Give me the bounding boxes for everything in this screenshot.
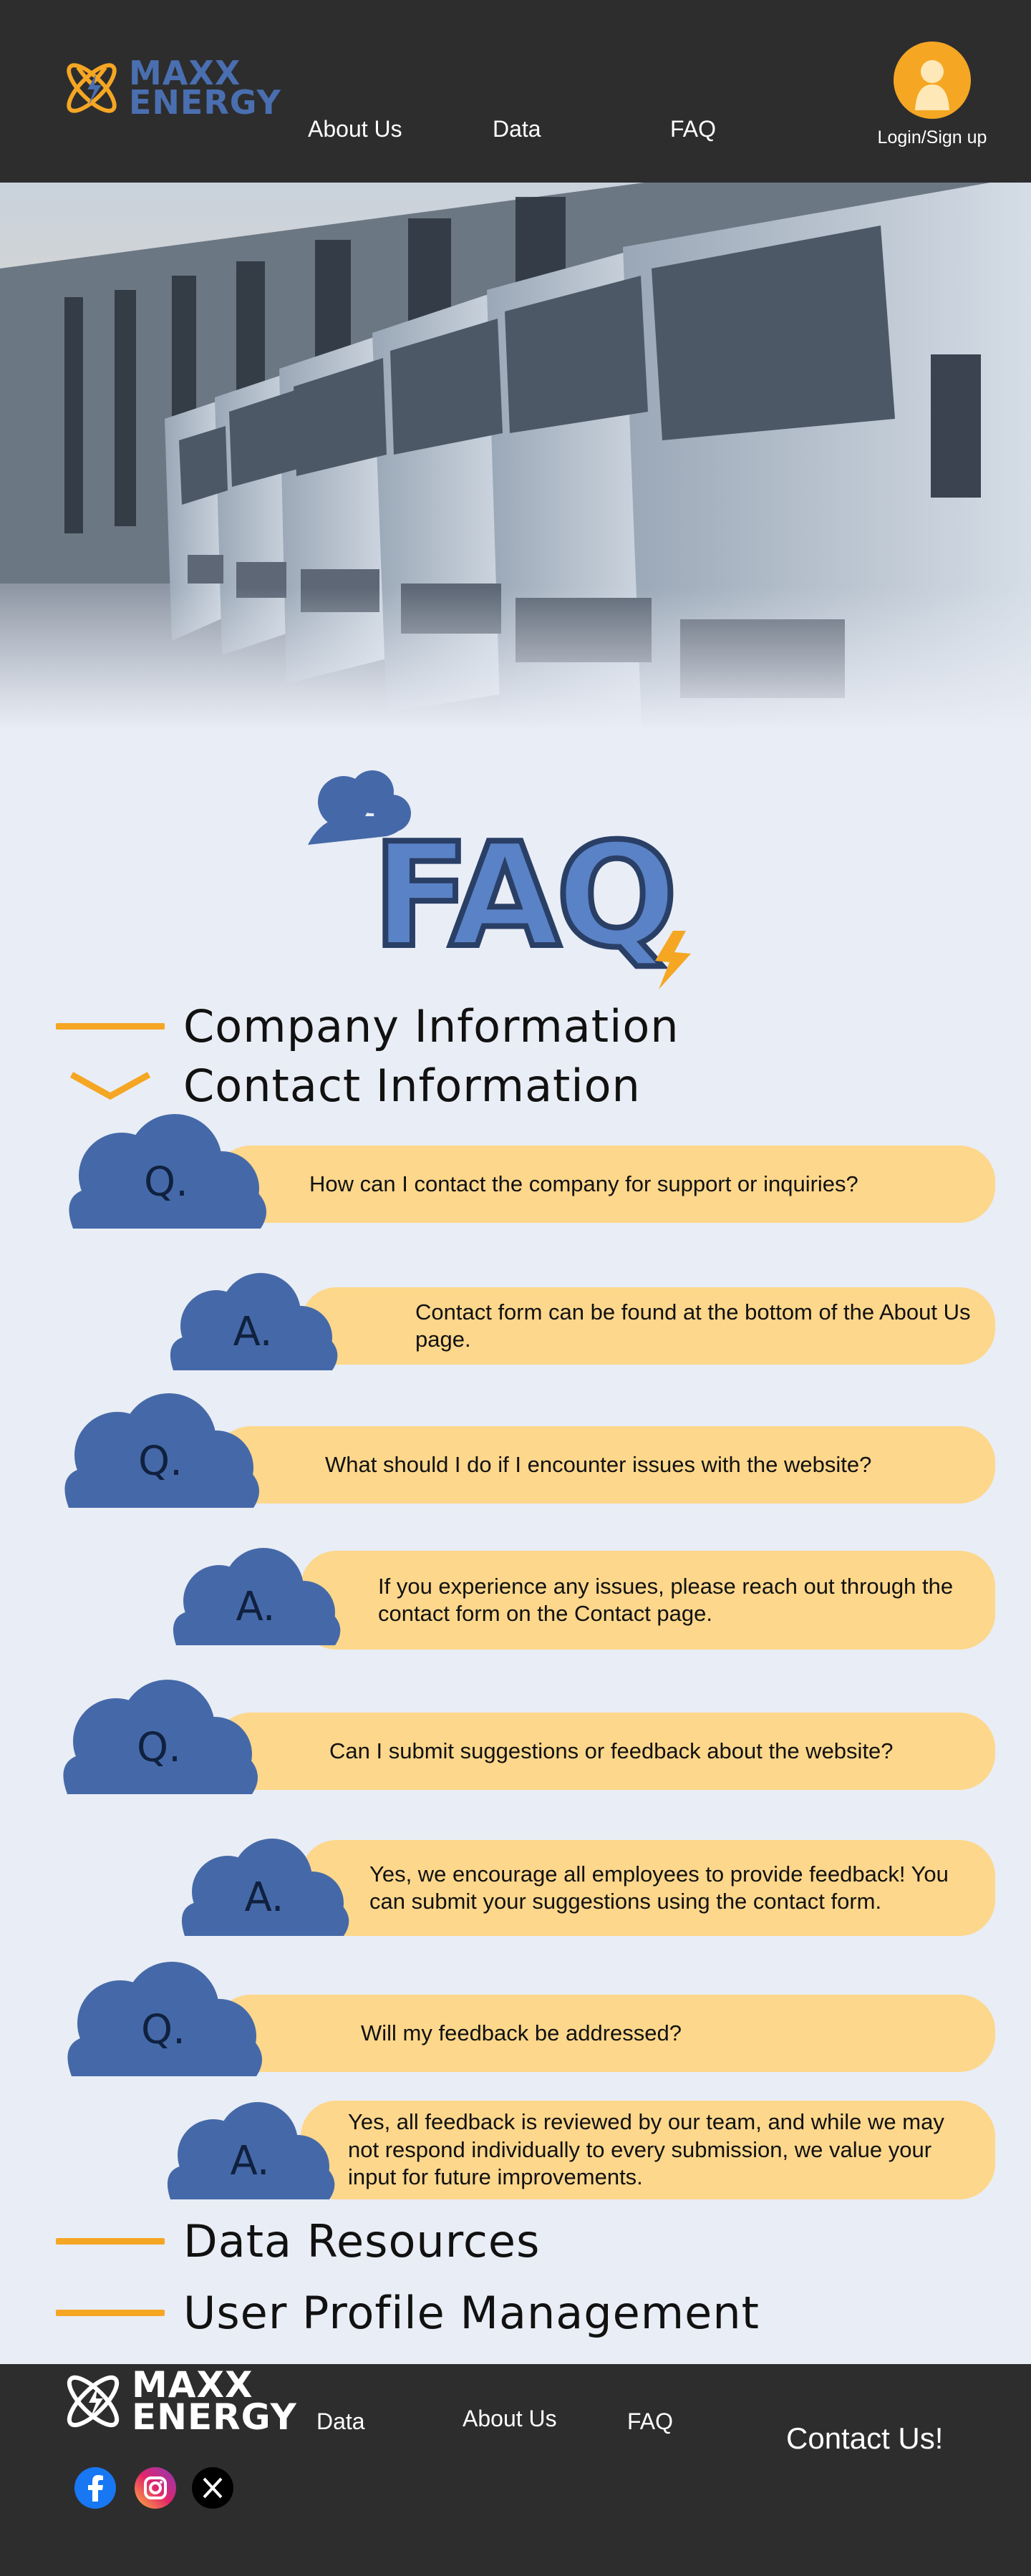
a-marker: A.: [244, 1874, 284, 1921]
section-title: Data Resources: [183, 2215, 541, 2267]
brand-logo[interactable]: MAXX ENERGY: [57, 54, 281, 122]
a-marker: A.: [236, 1583, 276, 1630]
brand-wordmark: MAXX ENERGY: [129, 53, 281, 122]
question-text: What should I do if I encounter issues w…: [325, 1451, 872, 1477]
lightning-bolt-icon: [655, 931, 691, 989]
q-cloud-icon: Q.: [59, 1962, 268, 2076]
atom-bolt-logo-icon: [67, 2375, 120, 2428]
collapsed-dash-icon: [56, 2238, 165, 2245]
hero-fade-overlay: [0, 587, 1031, 945]
footer-link-about[interactable]: About Us: [463, 2406, 557, 2431]
brand-line1: MAXX: [129, 53, 241, 92]
user-avatar-icon: [894, 42, 971, 119]
faq-heading: FAQ: [372, 813, 673, 979]
q-cloud-icon: Q.: [56, 1393, 265, 1508]
answer-1: Contact form can be found at the bottom …: [301, 1287, 995, 1365]
login-signup-button[interactable]: Login/Sign up: [875, 42, 989, 148]
a-cloud-icon: A.: [160, 2101, 339, 2199]
a-marker: A.: [233, 1308, 273, 1355]
question-3[interactable]: Can I submit suggestions or feedback abo…: [215, 1713, 995, 1790]
a-cloud-icon: A.: [166, 1546, 345, 1645]
section-company-information[interactable]: Company Information: [56, 1000, 679, 1052]
facebook-icon[interactable]: [74, 2467, 116, 2509]
chevron-down-icon: [56, 1071, 165, 1100]
nav-about[interactable]: About Us: [308, 116, 402, 142]
answer-4: Yes, all feedback is reviewed by our tea…: [301, 2101, 995, 2199]
q-marker: Q.: [137, 1724, 181, 1771]
section-user-profile-management[interactable]: User Profile Management: [56, 2287, 760, 2339]
section-title: Contact Information: [183, 1060, 641, 1112]
collapsed-dash-icon: [56, 2310, 165, 2316]
footer-link-faq[interactable]: FAQ: [627, 2408, 674, 2434]
brand-line1: MAXX: [132, 2364, 253, 2406]
answer-text: Yes, all feedback is reviewed by our tea…: [348, 2109, 944, 2190]
question-2[interactable]: What should I do if I encounter issues w…: [215, 1426, 995, 1504]
answer-2: If you experience any issues, please rea…: [301, 1551, 995, 1650]
x-icon[interactable]: [192, 2467, 233, 2509]
question-text: How can I contact the company for suppor…: [309, 1171, 858, 1196]
brand-line2: ENERGY: [129, 83, 281, 122]
section-contact-information[interactable]: Contact Information: [56, 1060, 641, 1112]
atom-bolt-logo-icon: [67, 63, 117, 113]
answer-text: Contact form can be found at the bottom …: [415, 1299, 971, 1352]
q-cloud-icon: Q.: [60, 1114, 272, 1229]
login-label: Login/Sign up: [877, 127, 987, 147]
q-marker: Q.: [141, 2006, 185, 2053]
collapsed-dash-icon: [56, 1023, 165, 1030]
a-marker: A.: [230, 2137, 270, 2184]
answer-text: Yes, we encourage all employees to provi…: [369, 1861, 949, 1914]
q-marker: Q.: [138, 1438, 183, 1485]
answer-3: Yes, we encourage all employees to provi…: [301, 1840, 995, 1936]
question-1[interactable]: How can I contact the company for suppor…: [215, 1146, 995, 1223]
a-cloud-icon: A.: [163, 1272, 342, 1370]
footer-brand-logo[interactable]: MAXX ENERGY: [57, 2366, 297, 2437]
question-text: Will my feedback be addressed?: [361, 2020, 682, 2045]
q-marker: Q.: [144, 1158, 188, 1206]
footer-link-data[interactable]: Data: [316, 2408, 365, 2434]
brand-line2: ENERGY: [132, 2396, 297, 2438]
cloud-decoration-icon: [308, 770, 411, 845]
footer-contact-us[interactable]: Contact Us!: [786, 2421, 944, 2455]
question-text: Can I submit suggestions or feedback abo…: [329, 1738, 894, 1763]
site-header: MAXX ENERGY About Us Data FAQ Login/Sign…: [0, 0, 1031, 183]
q-cloud-icon: Q.: [54, 1680, 263, 1794]
section-title: Company Information: [183, 1000, 679, 1052]
faq-heading-graphic: FAQ: [301, 766, 730, 1002]
site-footer: MAXX ENERGY Data About Us FAQ Contact Us…: [0, 2364, 1031, 2576]
section-title: User Profile Management: [183, 2287, 760, 2339]
instagram-icon[interactable]: [135, 2467, 176, 2509]
nav-faq[interactable]: FAQ: [670, 116, 717, 142]
nav-data[interactable]: Data: [493, 116, 541, 142]
a-cloud-icon: A.: [175, 1837, 354, 1936]
answer-text: If you experience any issues, please rea…: [378, 1573, 954, 1626]
footer-brand-wordmark: MAXX ENERGY: [132, 2364, 297, 2438]
section-data-resources[interactable]: Data Resources: [56, 2215, 540, 2267]
question-4[interactable]: Will my feedback be addressed?: [215, 1995, 995, 2072]
